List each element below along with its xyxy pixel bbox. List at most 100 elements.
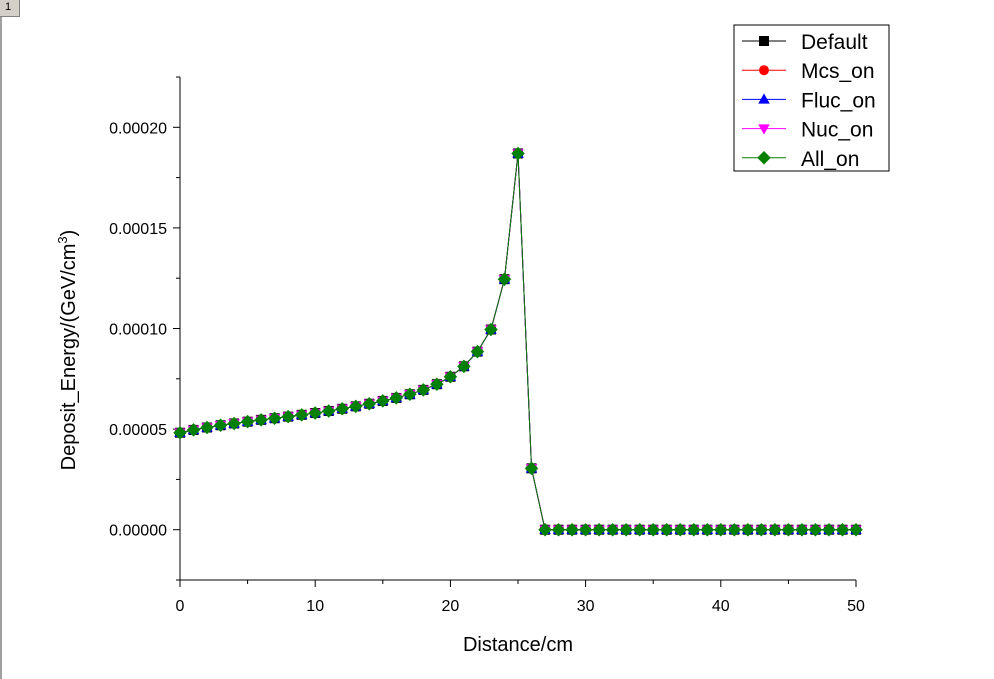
legend-item: All_on	[742, 148, 859, 171]
series-mcs-on	[175, 148, 861, 535]
data-point	[430, 377, 444, 391]
legend-label: All_on	[801, 148, 859, 171]
legend-box	[733, 24, 890, 172]
series-nuc-on	[174, 149, 862, 536]
data-point	[700, 522, 715, 537]
data-point	[835, 522, 850, 537]
series-all-on	[173, 146, 863, 537]
legend-marker	[759, 36, 769, 46]
data-point	[687, 522, 701, 537]
y-tick-label: 0.00005	[109, 422, 167, 439]
legend-item: Fluc_on	[742, 89, 876, 112]
legend-item: Mcs_on	[742, 60, 875, 83]
data-point	[538, 522, 552, 537]
window-left-border	[0, 17, 2, 679]
series-fluc-on	[174, 147, 862, 534]
x-tick-label: 0	[176, 598, 185, 615]
data-point	[524, 461, 539, 476]
page-number-tab[interactable]: 1	[0, 0, 20, 17]
legend-label: Mcs_on	[801, 60, 875, 83]
chart-axes: 0 10 20 30 40 50 0.00000 0.00005 0.00010 0.00015 0…	[109, 76, 865, 615]
data-point	[173, 425, 187, 440]
data-point	[281, 409, 295, 424]
x-tick-label: 20	[442, 598, 460, 615]
series-layer	[173, 146, 863, 537]
legend-item: Nuc_on	[742, 119, 873, 142]
series-line	[179, 153, 856, 531]
data-point	[267, 411, 282, 425]
x-tick-label: 10	[306, 598, 324, 615]
data-point	[632, 522, 647, 537]
data-point	[714, 522, 728, 537]
data-point	[376, 394, 390, 408]
data-point	[795, 522, 809, 537]
data-point	[484, 322, 498, 337]
y-tick-label: 0.00020	[109, 120, 167, 137]
data-point	[565, 522, 579, 537]
legend-marker	[758, 124, 770, 135]
data-point	[416, 383, 431, 397]
data-point	[619, 522, 633, 537]
series-line	[179, 153, 856, 531]
data-point	[659, 522, 674, 537]
x-tick-label: 50	[847, 598, 865, 615]
data-point	[578, 522, 593, 537]
page-number-label: 1	[5, 1, 12, 13]
data-point	[808, 522, 823, 537]
data-point	[403, 387, 417, 402]
data-point	[240, 414, 255, 429]
data-point	[470, 344, 485, 359]
x-tick-label: 40	[712, 598, 730, 615]
data-point	[294, 408, 309, 422]
data-point	[457, 359, 471, 374]
data-point	[227, 416, 241, 431]
data-point	[308, 406, 322, 420]
legend-label: Default	[801, 31, 868, 54]
data-point	[186, 423, 201, 437]
data-point	[781, 522, 796, 537]
data-point	[443, 370, 458, 384]
legend: Default Mcs_on Fluc_on Nuc_on All_on	[733, 24, 890, 172]
data-point	[551, 522, 566, 537]
data-point	[200, 420, 214, 435]
legend-item: Default	[742, 31, 868, 54]
legend-label: Nuc_on	[801, 119, 873, 142]
data-point	[768, 522, 782, 537]
data-point	[673, 522, 687, 537]
legend-marker	[759, 65, 769, 76]
data-point	[727, 522, 742, 537]
legend-marker	[757, 151, 771, 165]
data-point	[849, 522, 863, 537]
y-axis-title: Deposit_Energy/(GeV/cm3)	[55, 230, 80, 471]
x-tick-label: 30	[577, 598, 595, 615]
data-point	[497, 272, 512, 286]
legend-label: Fluc_on	[801, 89, 876, 112]
data-point	[741, 522, 755, 537]
y-axis-title-suffix: )	[58, 230, 80, 237]
series-line	[179, 153, 856, 531]
data-point	[511, 146, 525, 161]
x-axis-title: Distance/cm	[463, 634, 573, 656]
data-point	[646, 522, 660, 537]
data-point	[389, 391, 404, 405]
data-point	[362, 396, 377, 411]
data-point	[754, 522, 769, 537]
series-line	[179, 153, 856, 531]
data-point	[605, 522, 620, 537]
data-point	[822, 522, 836, 537]
y-axis-title-superscript: 3	[55, 236, 70, 243]
data-point	[213, 418, 228, 433]
data-point	[254, 413, 268, 427]
legend-marker	[758, 93, 770, 104]
y-axis-title-main: Deposit_Energy/(GeV/cm	[58, 244, 80, 471]
series-default	[175, 148, 861, 535]
data-point	[592, 522, 606, 537]
series-line	[179, 153, 856, 531]
data-point	[349, 399, 363, 414]
data-point	[335, 402, 349, 416]
y-tick-label: 0.00010	[109, 322, 167, 339]
y-tick-label: 0.00000	[109, 523, 167, 540]
y-tick-label: 0.00015	[109, 221, 167, 238]
data-point	[321, 404, 336, 418]
